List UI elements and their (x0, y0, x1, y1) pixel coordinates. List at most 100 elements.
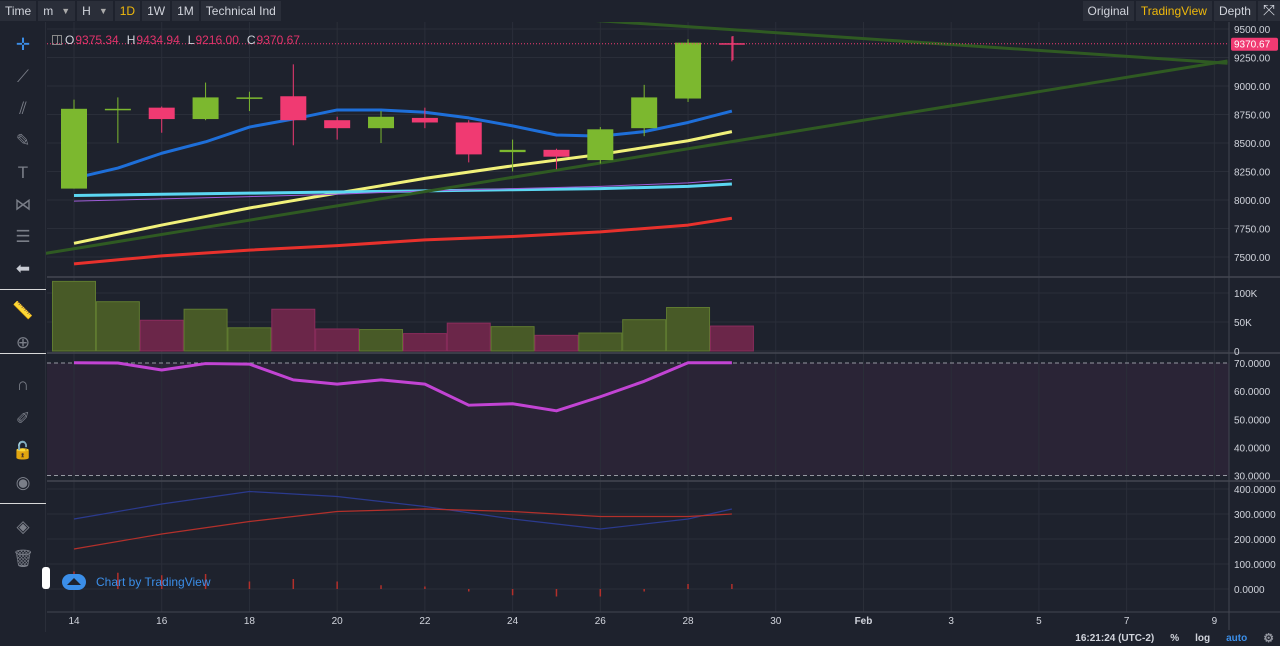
crosshair-icon[interactable]: ✛ (15, 35, 31, 54)
candle-body (148, 107, 175, 120)
toolbar-collapse-handle[interactable] (42, 567, 50, 589)
price-axis-tick: 7750.00 (1234, 225, 1271, 236)
interval-button-0[interactable]: Time (0, 1, 37, 21)
time-axis-tick: 18 (244, 616, 256, 627)
macd-axis-tick: 300.0000 (1234, 510, 1276, 521)
volume-bar (578, 332, 623, 352)
last-price-tag (1231, 37, 1278, 51)
interval-button-6[interactable]: Technical Ind (200, 1, 281, 21)
interval-button-3[interactable]: 1D (114, 1, 141, 21)
view-switcher: Original TradingView Depth ⤧ (1082, 0, 1280, 22)
clock-readout: 16:21:24 (UTC-2) (1075, 632, 1155, 644)
time-axis-tick: 30 (770, 616, 782, 627)
settings-gear-icon[interactable]: ⚙ (1263, 631, 1274, 645)
interval-label: 1W (147, 4, 166, 18)
time-axis-tick: 16 (156, 616, 168, 627)
watermark-text: Chart by TradingView (96, 575, 211, 589)
pattern-icon[interactable]: ⋈ (14, 195, 32, 214)
last-price-label: 9370.67 (1234, 40, 1271, 51)
rsi-band-fill (47, 363, 1229, 476)
volume-bar (446, 322, 491, 352)
interval-label: H (82, 4, 91, 18)
trend-line-icon[interactable]: ⟋ (17, 67, 29, 86)
volume-bar (52, 280, 96, 352)
price-axis-tick: 9500.00 (1234, 25, 1271, 36)
candle-body (411, 117, 438, 123)
ruler-icon[interactable]: 📏 (12, 301, 34, 320)
moving-average-line (73, 108, 733, 180)
candle-body (368, 116, 395, 129)
text-icon[interactable]: T (17, 163, 29, 182)
interval-label: 1D (119, 4, 136, 18)
toolbar-divider (0, 289, 46, 290)
volume-bar (359, 329, 404, 352)
trend-line (29, 59, 1228, 258)
fullscreen-icon[interactable]: ⤧ (1257, 1, 1280, 21)
layers-icon[interactable]: ◈ (16, 517, 30, 536)
brush-icon[interactable]: ✎ (15, 131, 31, 150)
zoom-icon[interactable]: ⊕ (15, 333, 31, 352)
candle-body (324, 120, 351, 129)
pencil-icon[interactable]: ✐ (15, 409, 31, 428)
view-tab-depth[interactable]: Depth (1213, 1, 1256, 21)
price-axis-tick: 9000.00 (1234, 82, 1271, 93)
interval-button-1[interactable]: m ▼ (38, 1, 76, 21)
legend-toggle-icon[interactable] (52, 35, 62, 45)
price-axis-tick: 7500.00 (1234, 253, 1271, 264)
time-axis-tick: 3 (948, 616, 954, 627)
volume-bar (227, 327, 272, 352)
percent-toggle[interactable]: % (1170, 632, 1180, 644)
candle-body (587, 129, 614, 161)
lock-icon[interactable]: 🔓 (12, 441, 34, 460)
time-axis-tick: Feb (855, 616, 873, 627)
price-axis-tick: 8750.00 (1234, 111, 1271, 122)
interval-button-5[interactable]: 1M (172, 1, 199, 21)
view-tab-original[interactable]: Original (1082, 1, 1134, 21)
candle-body (543, 149, 570, 157)
view-tab-tradingview[interactable]: TradingView (1135, 1, 1212, 21)
low-label: L (187, 33, 195, 47)
ohlc-legend: O 9375.34 H 9434.94 L 9216.00 C 9370.67 (52, 33, 308, 47)
volume-bar (709, 325, 754, 352)
price-axis-tick: 9250.00 (1234, 54, 1271, 65)
magnet-icon[interactable]: ∩ (16, 375, 30, 394)
volume-bar (139, 319, 184, 352)
rsi-axis-tick: 50.0000 (1234, 415, 1271, 426)
log-toggle[interactable]: log (1195, 632, 1211, 644)
pitchfork-icon[interactable]: ⫽ (19, 99, 27, 118)
eye-icon[interactable]: ◉ (15, 473, 31, 492)
interval-button-4[interactable]: 1W (142, 1, 171, 21)
volume-bar (622, 319, 667, 352)
candle-body (455, 122, 482, 155)
trash-icon[interactable]: 🗑 (12, 549, 34, 568)
candle-body (280, 96, 307, 121)
time-axis-tick: 14 (68, 616, 80, 627)
close-label: C (246, 33, 256, 47)
time-axis-tick: 7 (1124, 616, 1130, 627)
arrow-left-icon[interactable]: ⬅ (15, 259, 31, 278)
interval-label: Time (5, 4, 32, 18)
volume-bar (315, 328, 360, 352)
macd-line (73, 490, 733, 530)
auto-toggle[interactable]: auto (1226, 632, 1248, 644)
fib-icon[interactable]: ☰ (15, 227, 31, 246)
volume-bar (183, 308, 228, 352)
tradingview-logo-icon (62, 574, 86, 590)
candle-body (631, 97, 658, 129)
drawing-toolbar: ✛ ⟋ ⫽ ✎ T ⋈ ☰ ⬅ 📏 ⊕ ∩ ✐ 🔓 ◉ ◈ 🗑 (0, 22, 46, 632)
rsi-axis-tick: 60.0000 (1234, 387, 1271, 398)
price-axis-tick: 8250.00 (1234, 168, 1271, 179)
open-value: 9375.34 (75, 33, 119, 47)
volume-axis-tick: 100K (1234, 289, 1258, 300)
volume-bar (95, 301, 140, 352)
interval-button-2[interactable]: H ▼ (77, 1, 113, 21)
time-axis-tick: 20 (332, 616, 344, 627)
time-axis-tick: 22 (419, 616, 431, 627)
close-value: 9370.67 (256, 33, 300, 47)
chevron-down-icon: ▼ (61, 6, 71, 16)
macd-line (73, 508, 732, 550)
chevron-down-icon: ▼ (98, 6, 108, 16)
tradingview-watermark[interactable]: Chart by TradingView (62, 574, 211, 590)
candle-body (61, 108, 87, 189)
